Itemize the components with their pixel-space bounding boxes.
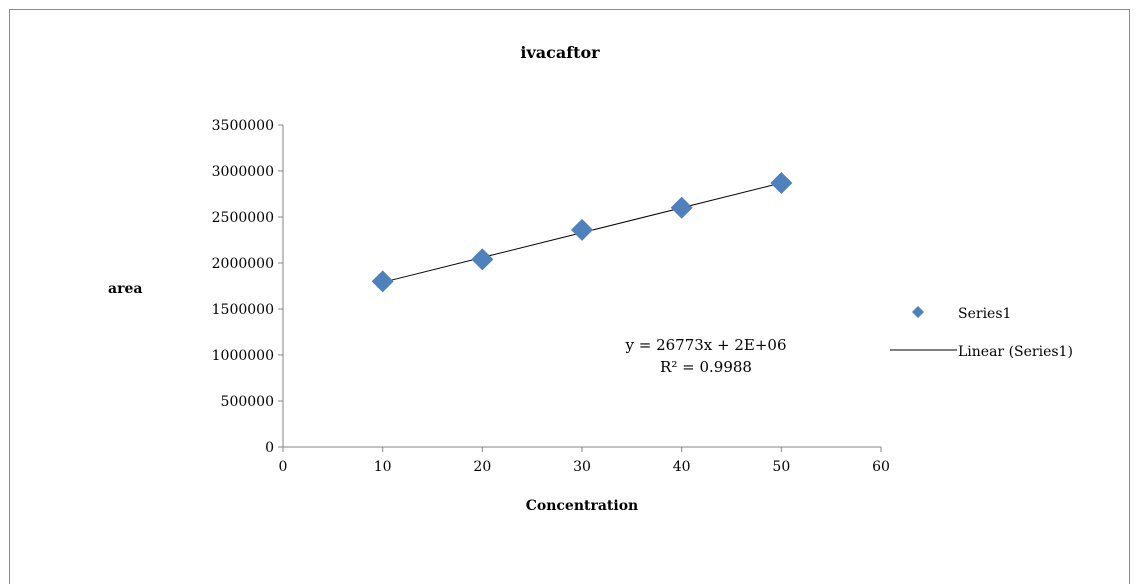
y-axis-title: area	[108, 281, 142, 297]
x-tick-label: 50	[772, 459, 790, 475]
chart-title: ivacaftor	[520, 43, 600, 62]
axes	[282, 125, 881, 448]
y-tick-label: 3000000	[212, 164, 274, 180]
x-tick-label: 60	[872, 459, 890, 475]
x-tick-label: 20	[473, 459, 491, 475]
y-tick-label: 3500000	[212, 118, 274, 134]
legend-marker-series1	[912, 306, 924, 318]
chart-area	[9, 9, 1130, 584]
y-tick-label: 2500000	[212, 210, 274, 226]
data-point	[770, 171, 793, 194]
x-tick-label: 0	[279, 459, 288, 475]
data-point	[371, 270, 394, 293]
x-tick-label: 10	[374, 459, 392, 475]
legend-label-trendline: Linear (Series1)	[958, 344, 1073, 360]
y-tick-label: 2000000	[212, 256, 274, 272]
data-point	[571, 218, 593, 241]
data-points	[371, 171, 793, 293]
x-axis-ticks: 0 10 20 30 40 50 60	[279, 447, 890, 475]
x-axis-title: Concentration	[526, 498, 639, 514]
y-tick-label: 0	[265, 440, 274, 456]
trendline-equation: y = 26773x + 2E+06	[624, 336, 786, 354]
legend-label-series1: Series1	[958, 306, 1011, 322]
y-axis-ticks: 0 500000 1000000 1500000 2000000 2500000 30000…	[212, 118, 283, 456]
legend: Series1 Linear (Series1)	[890, 306, 1073, 360]
y-tick-label: 1500000	[212, 302, 274, 318]
y-tick-label: 1000000	[212, 348, 274, 364]
data-point	[670, 196, 693, 219]
x-tick-label: 30	[573, 459, 591, 475]
y-tick-label: 500000	[221, 394, 274, 410]
data-point	[471, 248, 494, 271]
x-tick-label: 40	[673, 459, 691, 475]
r-squared-label: R² = 0.9988	[660, 358, 752, 376]
